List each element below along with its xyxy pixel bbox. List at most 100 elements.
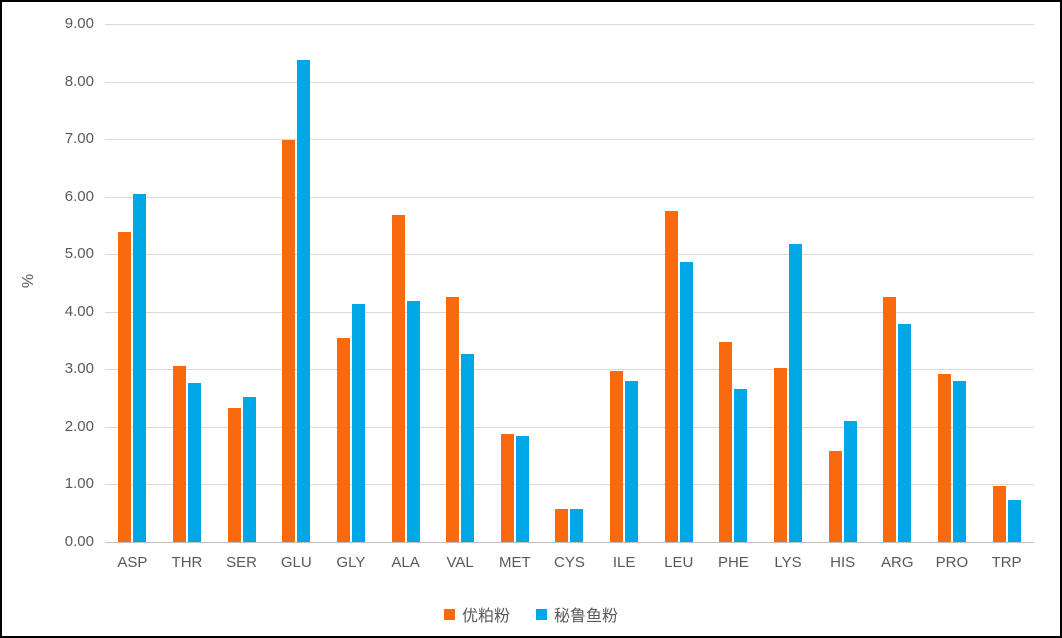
bar-ser (227, 408, 241, 542)
bar-group-trp (979, 24, 1034, 542)
gridline (105, 81, 1034, 83)
x-category-label: VAL (446, 554, 474, 571)
bar-group-asp (105, 24, 160, 542)
x-category-label: LEU (664, 554, 694, 571)
y-tick-label: 0.00 (64, 533, 94, 550)
y-tick-label: 2.00 (64, 417, 94, 435)
bar-leu (679, 262, 693, 542)
bar-his (828, 451, 842, 542)
y-tick-label: 7.00 (64, 130, 94, 148)
plot-area (105, 24, 1034, 543)
bar-cys (570, 509, 584, 542)
bar-val (461, 353, 475, 542)
x-category-label: THR (171, 554, 203, 571)
bar-group-lys (761, 24, 816, 542)
x-category-label: ILE (612, 554, 636, 571)
x-category-label: MET (498, 554, 531, 571)
bar-trp (992, 486, 1006, 542)
x-category-label: CYS (554, 554, 585, 571)
bar-val (446, 296, 460, 542)
y-tick-label: 8.00 (64, 72, 94, 90)
x-category-label: ASP (117, 554, 148, 571)
y-tick-label: 9.00 (64, 15, 94, 32)
x-category-label: ALA (391, 554, 420, 571)
bar-ile (625, 380, 639, 542)
gridline (105, 311, 1034, 313)
bar-group-ile (597, 24, 652, 542)
bar-pro (937, 373, 951, 542)
bar-group-his (815, 24, 870, 542)
bar-met (515, 435, 529, 542)
bar-gly (351, 303, 365, 542)
bar-met (500, 434, 514, 542)
series1-color-swatch-icon (443, 608, 455, 620)
bar-phe (719, 342, 733, 542)
bars-layer (105, 24, 1034, 542)
bar-thr (172, 365, 186, 542)
bar-his (843, 421, 857, 542)
bar-ser (242, 396, 256, 542)
legend-label-series2: 秘鲁鱼粉 (554, 608, 619, 625)
bar-glu (297, 59, 311, 542)
x-category-label: SER (226, 554, 258, 571)
bar-lys (789, 243, 802, 542)
gridline (105, 24, 1034, 25)
x-axis-line (105, 542, 1034, 543)
bar-gly (336, 337, 350, 542)
bar-ile (610, 370, 624, 542)
gridline (105, 369, 1034, 371)
x-category-label: PHE (717, 554, 749, 571)
bar-group-leu (651, 24, 706, 542)
bar-group-glu (269, 24, 324, 542)
x-axis-category-labels: ASP THR SER GLU GLY ALA VAL MET CYS ILE LEU PHE LYS H… (105, 554, 1034, 571)
x-category-label: HIS (830, 554, 856, 571)
x-category-label: LYS (774, 554, 802, 571)
bar-group-ala (378, 24, 433, 542)
bar-asp (118, 232, 132, 542)
bar-group-thr (160, 24, 215, 542)
x-category-label: ARG (881, 554, 914, 571)
bar-ala (391, 215, 405, 542)
bar-group-arg (870, 24, 925, 542)
y-tick-label: 6.00 (64, 187, 94, 205)
gridline (105, 484, 1034, 486)
bar-phe (734, 388, 748, 542)
legend-item-series1: 优粕粉 (443, 602, 510, 626)
bar-trp (1007, 500, 1021, 542)
gridline (105, 426, 1034, 428)
bar-cys (555, 508, 569, 542)
bar-group-val (433, 24, 488, 542)
bar-ala (406, 300, 420, 542)
bar-arg (898, 323, 912, 542)
bar-lys (774, 368, 787, 542)
series2-color-swatch-icon (536, 608, 547, 620)
x-category-label: GLY (336, 554, 366, 571)
bar-arg (883, 296, 897, 542)
legend-label-series1: 优粕粉 (461, 608, 510, 625)
bar-group-pro (925, 24, 980, 542)
y-tick-label: 4.00 (64, 302, 94, 320)
y-tick-label: 3.00 (64, 360, 94, 378)
bar-group-ser (214, 24, 269, 542)
gridline (105, 196, 1034, 198)
bar-group-phe (706, 24, 761, 542)
x-category-label: TRP (991, 554, 1022, 571)
x-category-label: GLU (280, 554, 312, 571)
bar-thr (187, 382, 201, 542)
legend-item-series2: 秘鲁鱼粉 (536, 602, 618, 626)
y-axis-tick-labels: 0.00 1.00 2.00 3.00 4.00 5.00 6.00 7.00 8.00 9.00 (2, 15, 94, 550)
legend: 优粕粉 秘鲁鱼粉 (2, 602, 1060, 626)
bar-glu (282, 140, 296, 542)
gridline (105, 254, 1034, 256)
bar-pro (952, 380, 966, 542)
gridline (105, 139, 1034, 141)
bar-group-cys (542, 24, 597, 542)
y-tick-label: 5.00 (64, 245, 94, 263)
bar-leu (664, 211, 678, 542)
bar-group-met (487, 24, 542, 542)
bar-asp (133, 193, 147, 542)
x-category-label: PRO (935, 554, 969, 571)
y-tick-label: 1.00 (64, 475, 94, 493)
bar-group-gly (324, 24, 379, 542)
